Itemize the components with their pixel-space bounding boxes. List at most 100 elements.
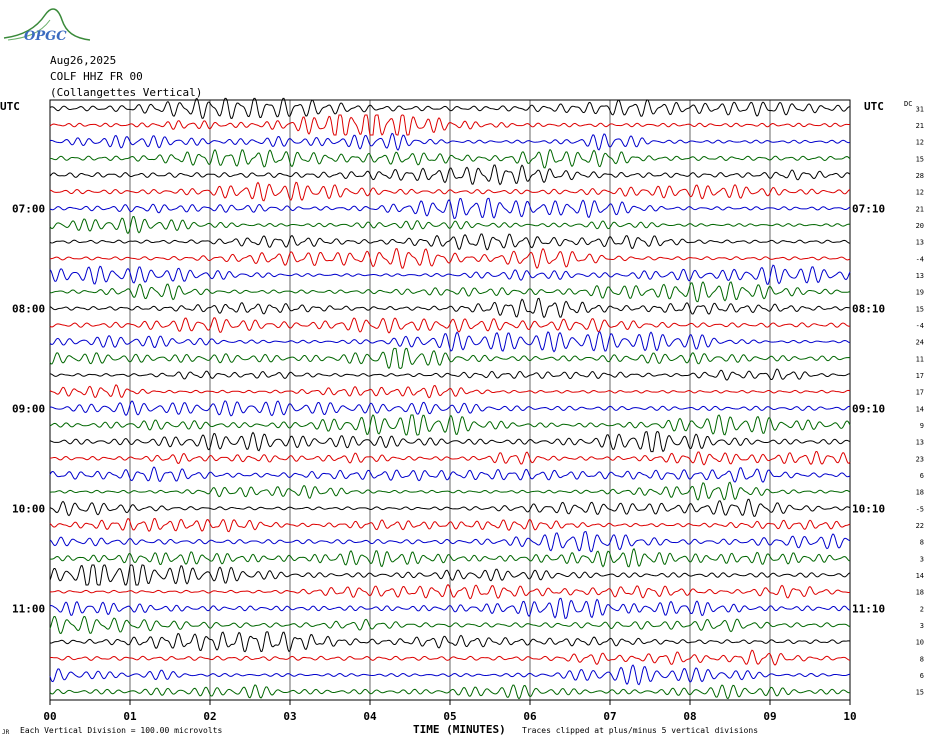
opgc-logo: OPGC [3, 8, 91, 44]
vertical-gridlines [129, 100, 771, 700]
dc-offset-value: 6 [920, 472, 924, 480]
right-hour-label: 08:10 [852, 302, 885, 315]
right-hour-label: 11:10 [852, 602, 885, 615]
x-tick-label: 04 [363, 710, 377, 723]
dc-offset-value: 14 [916, 572, 924, 580]
trace-line [49, 481, 851, 501]
x-tick-label: 00 [43, 710, 56, 723]
dc-offset-values: 312112152812212013-4131915-4241117171491… [916, 105, 924, 696]
dc-offset-value: 3 [920, 622, 924, 630]
right-hour-label: 10:10 [852, 502, 885, 515]
x-tick-label: 10 [843, 710, 856, 723]
seismic-traces [49, 97, 851, 700]
trace-line [49, 547, 851, 568]
x-tick-label: 05 [443, 710, 456, 723]
trace-line [49, 297, 851, 319]
dc-offset-value: 8 [920, 655, 924, 663]
dc-offset-value: 18 [916, 589, 924, 597]
dc-offset-value: 23 [916, 455, 924, 463]
trace-line [49, 384, 851, 399]
trace-line [49, 281, 851, 303]
dc-offset-value: 13 [916, 272, 924, 280]
x-axis-ticks: 00 01 02 03 04 05 06 07 08 09 10 [43, 700, 857, 723]
trace-line [49, 368, 851, 381]
trace-line [49, 331, 851, 353]
right-hour-label: 07:10 [852, 202, 885, 215]
dc-offset-value: 21 [916, 122, 924, 130]
dc-offset-value: 24 [916, 339, 924, 347]
clip-note: Traces clipped at plus/minus 5 vertical … [522, 726, 758, 735]
header-station: COLF HHZ FR 00 [50, 70, 143, 83]
logo-text: OPGC [24, 29, 67, 44]
dc-offset-value: -4 [916, 322, 924, 330]
dc-offset-value: 19 [916, 289, 924, 297]
trace-line [49, 148, 851, 169]
trace-line [49, 414, 851, 436]
trace-line [49, 264, 851, 286]
dc-offset-value: 12 [916, 139, 924, 147]
trace-line [49, 498, 851, 517]
trace-line [49, 114, 851, 136]
dc-header: DC [904, 100, 912, 108]
left-hour-labels: 07:00 08:00 09:00 10:00 11:00 [12, 202, 45, 615]
left-hour-label: 09:00 [12, 402, 45, 415]
dc-offset-value: 15 [916, 689, 924, 697]
x-tick-label: 03 [283, 710, 296, 723]
dc-offset-value: 22 [916, 522, 924, 530]
x-axis-title: TIME (MINUTES) [413, 723, 506, 736]
trace-line [49, 597, 851, 619]
x-tick-label: 06 [523, 710, 537, 723]
left-hour-label: 07:00 [12, 202, 45, 215]
dc-offset-value: 20 [916, 222, 924, 230]
header-date: Aug26,2025 [50, 54, 117, 67]
trace-line [49, 97, 851, 119]
trace-line [49, 400, 851, 417]
x-tick-label: 02 [203, 710, 216, 723]
dc-offset-value: 12 [916, 189, 924, 197]
trace-line [49, 684, 851, 700]
dc-offset-value: 9 [920, 422, 924, 430]
dc-offset-value: 15 [916, 305, 924, 313]
left-hour-label: 11:00 [12, 602, 45, 615]
dc-offset-value: -5 [916, 505, 924, 513]
trace-line [49, 164, 851, 186]
footer-left-mark: JR [2, 729, 10, 736]
trace-line [49, 347, 851, 370]
trace-line [49, 531, 851, 553]
trace-line [49, 197, 851, 219]
x-tick-label: 08 [683, 710, 696, 723]
left-hour-label: 10:00 [12, 502, 45, 515]
trace-line [49, 451, 851, 466]
trace-line [49, 583, 851, 600]
dc-offset-value: 18 [916, 489, 924, 497]
trace-line [49, 215, 851, 235]
right-hour-label: 09:10 [852, 402, 885, 415]
trace-line [49, 132, 851, 151]
dc-offset-value: -4 [916, 255, 924, 263]
dc-offset-value: 8 [920, 539, 924, 547]
dc-offset-value: 14 [916, 405, 924, 413]
x-tick-label: 07 [603, 710, 616, 723]
trace-line [49, 615, 851, 635]
right-hour-labels: 07:10 08:10 09:10 10:10 11:10 [852, 202, 885, 615]
trace-line [49, 181, 851, 202]
header-location: (Collangettes Vertical) [50, 86, 203, 99]
dc-offset-value: 31 [916, 105, 924, 113]
x-tick-label: 09 [763, 710, 776, 723]
trace-line [49, 431, 851, 453]
dc-offset-value: 3 [920, 555, 924, 563]
dc-offset-value: 11 [916, 355, 924, 363]
trace-line [49, 466, 851, 483]
trace-line [49, 247, 851, 269]
left-hour-label: 08:00 [12, 302, 45, 315]
trace-line [49, 517, 851, 533]
dc-offset-value: 6 [920, 672, 924, 680]
scale-note: Each Vertical Division = 100.00 microvol… [20, 726, 222, 735]
dc-offset-value: 15 [916, 155, 924, 163]
dc-offset-value: 13 [916, 239, 924, 247]
dc-offset-value: 28 [916, 172, 924, 180]
right-utc-label: UTC [864, 100, 884, 113]
dc-offset-value: 13 [916, 439, 924, 447]
trace-line [49, 317, 851, 334]
